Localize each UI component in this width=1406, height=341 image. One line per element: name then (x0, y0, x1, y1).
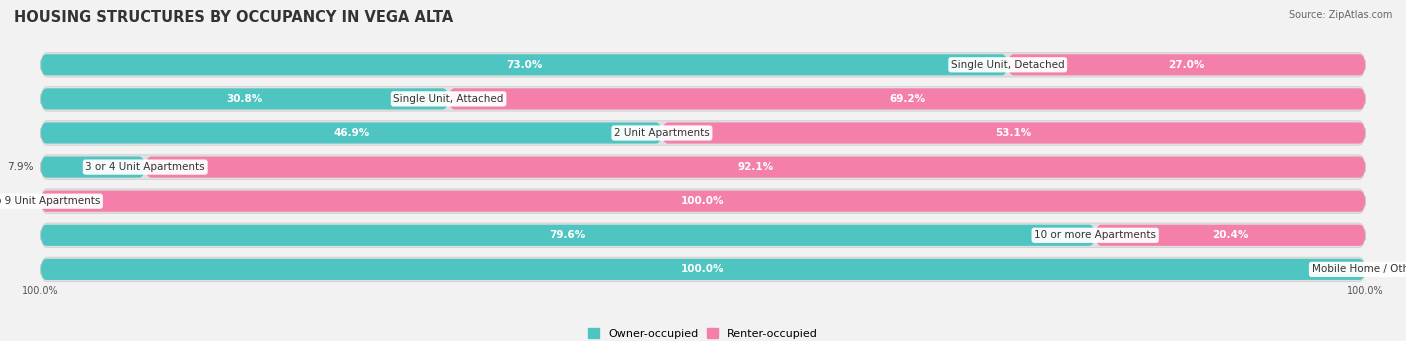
FancyBboxPatch shape (41, 155, 1365, 179)
Text: 100.0%: 100.0% (682, 264, 724, 275)
Text: 10 or more Apartments: 10 or more Apartments (1035, 230, 1156, 240)
Text: 46.9%: 46.9% (333, 128, 370, 138)
FancyBboxPatch shape (662, 122, 1365, 144)
FancyBboxPatch shape (41, 157, 145, 178)
FancyBboxPatch shape (1008, 54, 1365, 75)
Text: 30.8%: 30.8% (226, 94, 263, 104)
Text: 20.4%: 20.4% (1212, 230, 1249, 240)
Text: Mobile Home / Other: Mobile Home / Other (1312, 264, 1406, 275)
Text: 53.1%: 53.1% (995, 128, 1032, 138)
Text: 69.2%: 69.2% (889, 94, 925, 104)
FancyBboxPatch shape (41, 223, 1365, 248)
Legend: Owner-occupied, Renter-occupied: Owner-occupied, Renter-occupied (583, 324, 823, 341)
Text: 7.9%: 7.9% (7, 162, 34, 172)
FancyBboxPatch shape (41, 122, 662, 144)
Text: Single Unit, Attached: Single Unit, Attached (394, 94, 503, 104)
FancyBboxPatch shape (41, 257, 1365, 282)
Text: 5 to 9 Unit Apartments: 5 to 9 Unit Apartments (0, 196, 100, 206)
Text: 100.0%: 100.0% (22, 286, 59, 296)
Text: 92.1%: 92.1% (737, 162, 773, 172)
FancyBboxPatch shape (41, 88, 449, 109)
Text: Single Unit, Detached: Single Unit, Detached (950, 60, 1064, 70)
FancyBboxPatch shape (41, 53, 1365, 77)
FancyBboxPatch shape (41, 121, 1365, 145)
Text: 2 Unit Apartments: 2 Unit Apartments (614, 128, 710, 138)
FancyBboxPatch shape (41, 87, 1365, 111)
Text: 79.6%: 79.6% (550, 230, 586, 240)
Text: 0.0%: 0.0% (1372, 264, 1399, 275)
FancyBboxPatch shape (145, 157, 1365, 178)
Text: 100.0%: 100.0% (682, 196, 724, 206)
FancyBboxPatch shape (1095, 225, 1365, 246)
Text: 3 or 4 Unit Apartments: 3 or 4 Unit Apartments (86, 162, 205, 172)
FancyBboxPatch shape (41, 189, 1365, 213)
Text: 27.0%: 27.0% (1168, 60, 1205, 70)
FancyBboxPatch shape (41, 54, 1008, 75)
Text: 73.0%: 73.0% (506, 60, 543, 70)
FancyBboxPatch shape (449, 88, 1365, 109)
Text: 0.0%: 0.0% (7, 196, 34, 206)
FancyBboxPatch shape (41, 191, 1365, 212)
Text: HOUSING STRUCTURES BY OCCUPANCY IN VEGA ALTA: HOUSING STRUCTURES BY OCCUPANCY IN VEGA … (14, 10, 453, 25)
Text: Source: ZipAtlas.com: Source: ZipAtlas.com (1288, 10, 1392, 20)
FancyBboxPatch shape (41, 225, 1095, 246)
FancyBboxPatch shape (41, 259, 1365, 280)
Text: 100.0%: 100.0% (1347, 286, 1384, 296)
